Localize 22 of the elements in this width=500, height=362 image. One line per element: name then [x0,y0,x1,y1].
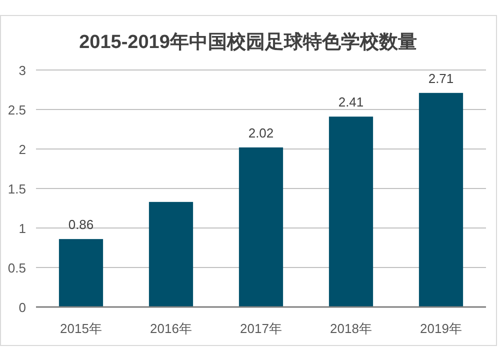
x-tick-label: 2019年 [420,321,462,336]
data-label: 2.41 [338,94,364,110]
y-tick-label: 0 [18,300,26,315]
y-tick-label: 1.5 [8,182,26,196]
x-tick-label: 2016年 [150,321,192,336]
data-label: 0.86 [68,217,94,232]
y-tick-label: 0.5 [8,260,26,276]
data-label: 2.71 [428,70,454,86]
bar [328,116,374,307]
y-tick-label: 3 [18,63,26,78]
bar [58,239,104,307]
x-tick-label: 2017年 [240,321,282,336]
y-tick-label: 1 [18,221,26,236]
bar [418,92,464,307]
data-label: 2.02 [248,125,274,140]
chart-title: 2015-2019年中国校园足球特色学校数量 [79,31,417,53]
x-tick-label: 2015年 [60,321,102,336]
y-tick-label: 2.5 [8,102,26,118]
bar [148,202,194,307]
y-tick-label: 2 [18,142,26,157]
x-tick-label: 2018年 [330,321,372,336]
bar [238,147,284,307]
